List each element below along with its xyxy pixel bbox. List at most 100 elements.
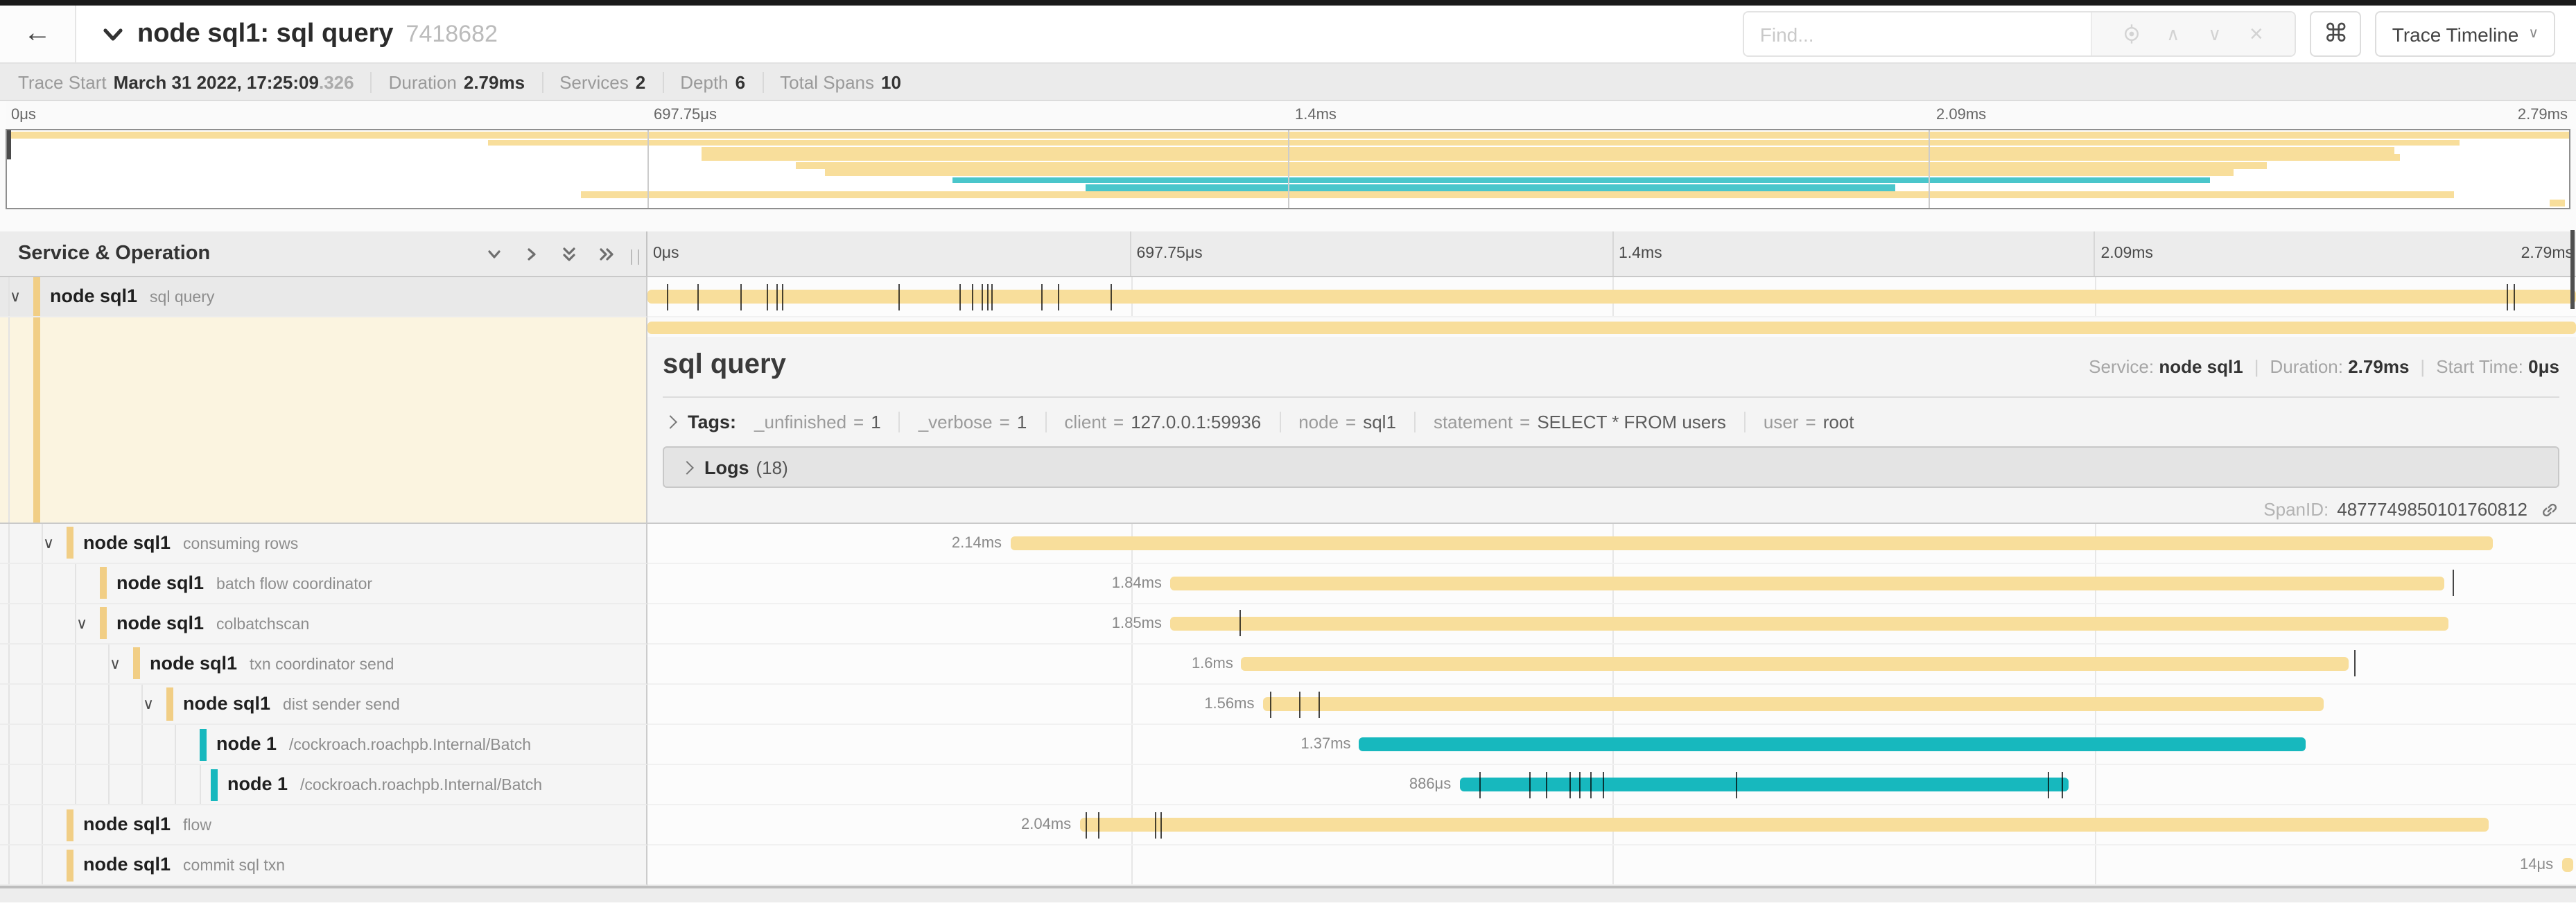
span-duration-label: 14μs (2520, 857, 2554, 874)
span-duration-label: 1.84ms (1111, 575, 1162, 592)
span-color-accent (100, 607, 107, 640)
find-prev-icon[interactable]: ∧ (2166, 23, 2180, 44)
log-marker (1085, 812, 1087, 839)
span-timeline-cell[interactable]: 1.85ms (647, 604, 2576, 645)
span-row: ∨ node sql1 dist sender send 1.56ms (0, 684, 2576, 726)
trace-info-item: Total Spans 10 (780, 71, 901, 92)
collapse-one-icon[interactable] (485, 245, 503, 263)
trace-info-bar: Trace Start March 31 2022, 17:25:09.326 Du… (0, 64, 2576, 101)
span-duration-label: 1.6ms (1191, 655, 1233, 672)
timeline-minimap[interactable] (6, 129, 2570, 209)
tags-list: _unfinished = 1 _verbose = 1 client = 127.0.0.1:… (742, 412, 1872, 433)
span-row: ∨ node sql1 consuming rows 2.14ms (0, 523, 2576, 564)
span-name-cell[interactable]: node 1/cockroach.roachpb.Internal/Batch (0, 765, 647, 806)
span-timeline-cell[interactable]: 1.37ms (647, 725, 2576, 766)
minimap-bar (796, 161, 2267, 169)
span-name-cell[interactable]: node sql1 flow (0, 805, 647, 846)
indent-guide (108, 765, 110, 805)
locate-span-icon[interactable] (2111, 24, 2152, 44)
minimap-row (7, 184, 2569, 191)
span-bar[interactable] (2561, 858, 2573, 873)
row-chevron-icon[interactable]: ∨ (76, 615, 88, 633)
collapse-all-icon[interactable] (560, 245, 578, 263)
row-chevron-icon[interactable]: ∨ (43, 535, 55, 552)
minimap-drag-handle[interactable] (7, 130, 11, 159)
deep-link-icon[interactable] (2540, 500, 2559, 519)
indent-guide (42, 725, 43, 764)
span-timeline-cell[interactable]: 1.84ms (647, 563, 2576, 604)
tags-toggle-row[interactable]: Tags: _unfinished = 1 _verbose = 1 client = 127.… (663, 412, 2559, 433)
span-name: node sql1 dist sender send (183, 693, 400, 714)
indent-guide (75, 684, 76, 724)
start-time-label: Start Time: (2436, 356, 2523, 378)
span-bar[interactable] (647, 290, 2576, 304)
span-name-cell[interactable]: node 1/cockroach.roachpb.Internal/Batch (0, 725, 647, 766)
expand-one-icon[interactable] (523, 245, 541, 263)
log-marker (1319, 691, 1321, 718)
selected-span-bar[interactable] (647, 321, 2576, 334)
span-name-cell[interactable]: ∨ node sql1 consuming rows (0, 523, 647, 564)
log-marker (1590, 771, 1592, 798)
span-name: node sql1 txn coordinator send (150, 652, 394, 674)
span-timeline-cell[interactable]: 2.04ms (647, 806, 2576, 846)
indent-guide (141, 725, 143, 764)
indent-guide (8, 644, 10, 683)
row-chevron-icon[interactable]: ∨ (10, 289, 21, 306)
span-timeline-cell[interactable]: 1.6ms (647, 645, 2576, 685)
log-marker (697, 283, 699, 310)
log-marker (1239, 610, 1242, 637)
find-next-icon[interactable]: ∨ (2208, 23, 2222, 44)
find-clear-icon[interactable]: × (2249, 20, 2263, 46)
detail-span-title: sql query (663, 349, 786, 380)
start-time-value: 0μs (2528, 356, 2559, 378)
minimap-gridline (647, 130, 649, 208)
span-bar[interactable] (1169, 616, 2449, 631)
chevron-right-icon (663, 415, 677, 430)
span-bar[interactable] (1079, 818, 2489, 832)
span-timeline-cell[interactable]: 1.56ms (647, 685, 2576, 726)
span-timeline-cell[interactable]: 14μs (647, 846, 2576, 886)
span-duration-label: 2.04ms (1021, 816, 1072, 834)
keyboard-shortcuts-button[interactable]: ⌘ (2310, 11, 2362, 57)
span-name: node sql1 sql query (50, 286, 215, 307)
timeline-header-row: Service & Operation 0μs 697.75μs 1.4ms 2.09… (0, 231, 2576, 277)
span-name-cell[interactable]: ∨ node sql1 sql query (0, 277, 647, 318)
title-chevron-down-icon[interactable] (103, 27, 123, 41)
row-chevron-icon[interactable]: ∨ (110, 656, 121, 673)
vertical-scrollbar-thumb[interactable] (2570, 230, 2575, 309)
log-marker (2047, 771, 2049, 798)
minimap-gridline (1929, 130, 1930, 208)
span-name-cell[interactable]: ∨ node sql1 txn coordinator send (0, 644, 647, 685)
span-bar[interactable] (1359, 737, 2306, 752)
span-timeline-cell[interactable]: 886μs (647, 765, 2576, 806)
span-bar[interactable] (1169, 576, 2445, 590)
span-bar[interactable] (1241, 656, 2349, 671)
span-timeline-cell[interactable] (647, 277, 2576, 318)
logs-toggle-bar[interactable]: Logs (18) (663, 446, 2559, 489)
minimap-row (7, 169, 2569, 177)
indent-guide (42, 563, 43, 603)
row-chevron-icon[interactable]: ∨ (143, 696, 155, 714)
indent-guide (175, 765, 176, 805)
find-input[interactable] (1744, 12, 2091, 55)
trace-view-dropdown[interactable]: Trace Timeline ∨ (2375, 11, 2555, 57)
span-bar[interactable] (1262, 697, 2324, 712)
span-name-cell[interactable]: node sql1 batch flow coordinator (0, 563, 647, 604)
trace-title-wrap: node sql1: sql query 7418682 (103, 6, 1743, 62)
span-timeline-cell[interactable]: 2.14ms (647, 523, 2576, 564)
span-name-cell[interactable]: node sql1 commit sql txn (0, 845, 647, 886)
log-marker (986, 283, 989, 310)
span-id-label: SpanID: (2263, 499, 2329, 520)
span-name-cell[interactable]: ∨ node sql1 dist sender send (0, 684, 647, 726)
minimap-gap (0, 209, 2576, 231)
expand-all-icon[interactable] (598, 245, 616, 263)
log-marker (1270, 691, 1272, 718)
span-name-cell[interactable]: ∨ node sql1 colbatchscan (0, 604, 647, 645)
back-button[interactable]: ← (0, 6, 76, 62)
indent-guide (8, 317, 10, 523)
span-bar[interactable] (1010, 536, 2494, 550)
column-resizer-grip[interactable] (631, 249, 639, 265)
span-row: ∨ node sql1 txn coordinator send 1.6ms (0, 644, 2576, 685)
span-bar[interactable] (1459, 778, 2069, 792)
indent-guide (42, 644, 43, 683)
